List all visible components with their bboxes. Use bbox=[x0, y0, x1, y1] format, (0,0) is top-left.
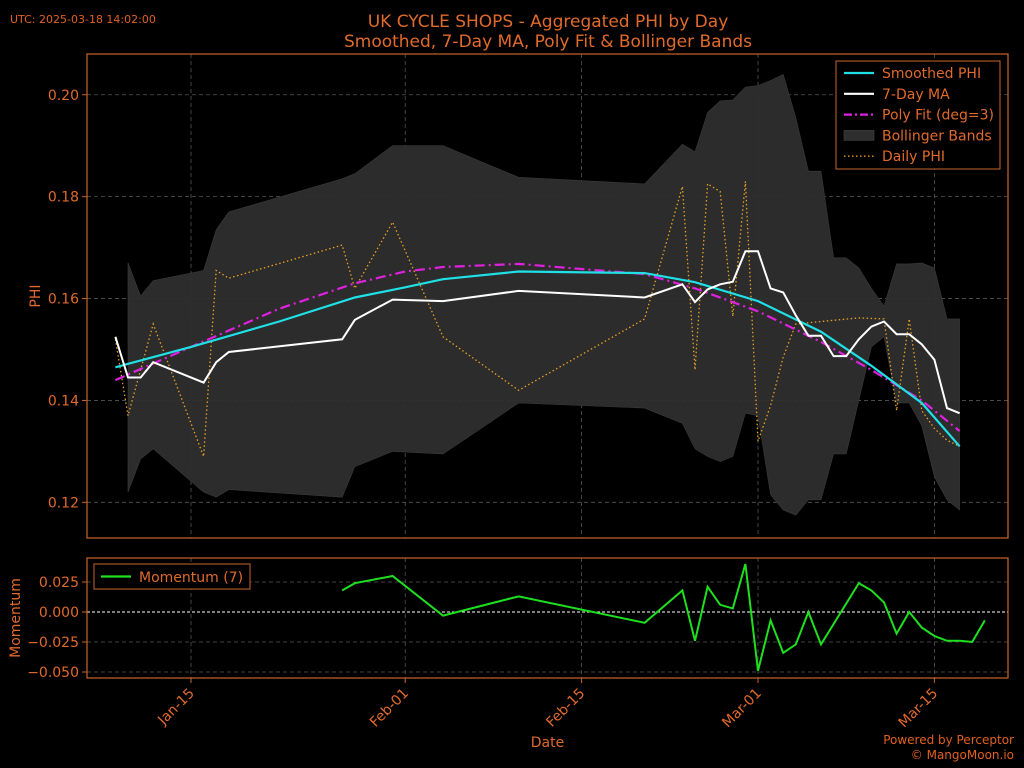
main-ytick-label: 0.14 bbox=[48, 393, 79, 409]
momentum-ytick-label: 0.000 bbox=[39, 605, 79, 621]
xtick-label-Feb-01: Feb-01 bbox=[367, 686, 412, 731]
xtick-label-Feb-15: Feb-15 bbox=[543, 686, 588, 731]
legend-label-0: Smoothed PHI bbox=[882, 66, 981, 82]
legend-label-2: Poly Fit (deg=3) bbox=[882, 108, 994, 124]
chart-title: UK CYCLE SHOPS - Aggregated PHI by Day bbox=[367, 12, 729, 32]
momentum-ytick-label: 0.025 bbox=[39, 575, 79, 591]
main-ylabel: PHI bbox=[28, 284, 44, 307]
momentum-ytick-label: −0.050 bbox=[27, 665, 79, 681]
xtick-label-Mar-15: Mar-15 bbox=[896, 686, 942, 732]
main-ytick-label: 0.16 bbox=[48, 292, 79, 308]
x-axis-label: Date bbox=[531, 735, 564, 751]
momentum-legend-label: Momentum (7) bbox=[139, 570, 243, 586]
main-ytick-label: 0.12 bbox=[48, 495, 79, 511]
xtick-label-Mar-01: Mar-01 bbox=[719, 686, 765, 732]
legend-label-1: 7-Day MA bbox=[882, 87, 950, 103]
chart-subtitle: Smoothed, 7-Day MA, Poly Fit & Bollinger… bbox=[343, 32, 753, 52]
footer-copyright: © MangoMoon.io bbox=[910, 748, 1014, 762]
main-plot-frame bbox=[86, 53, 1009, 539]
momentum-plot-frame bbox=[86, 557, 1009, 679]
legend-label-4: Daily PHI bbox=[882, 149, 945, 165]
legend-swatch-bollinger bbox=[843, 130, 875, 141]
legend-label-3: Bollinger Bands bbox=[882, 128, 992, 144]
xtick-label-Jan-15: Jan-15 bbox=[154, 686, 197, 729]
ma7-line bbox=[114, 250, 960, 415]
utc-timestamp: UTC: 2025-03-18 14:02:00 bbox=[10, 13, 156, 26]
daily-phi-line bbox=[114, 181, 960, 457]
momentum-ytick-label: −0.025 bbox=[27, 635, 79, 651]
momentum-line bbox=[341, 563, 986, 672]
momentum-ylabel: Momentum bbox=[8, 578, 24, 658]
footer-powered-by: Powered by Perceptor bbox=[883, 733, 1014, 747]
poly-fit-line bbox=[114, 262, 961, 432]
main-ytick-label: 0.20 bbox=[48, 88, 79, 104]
bollinger-band bbox=[127, 73, 960, 516]
smoothed-phi-line bbox=[115, 270, 961, 448]
main-ytick-label: 0.18 bbox=[48, 190, 79, 206]
